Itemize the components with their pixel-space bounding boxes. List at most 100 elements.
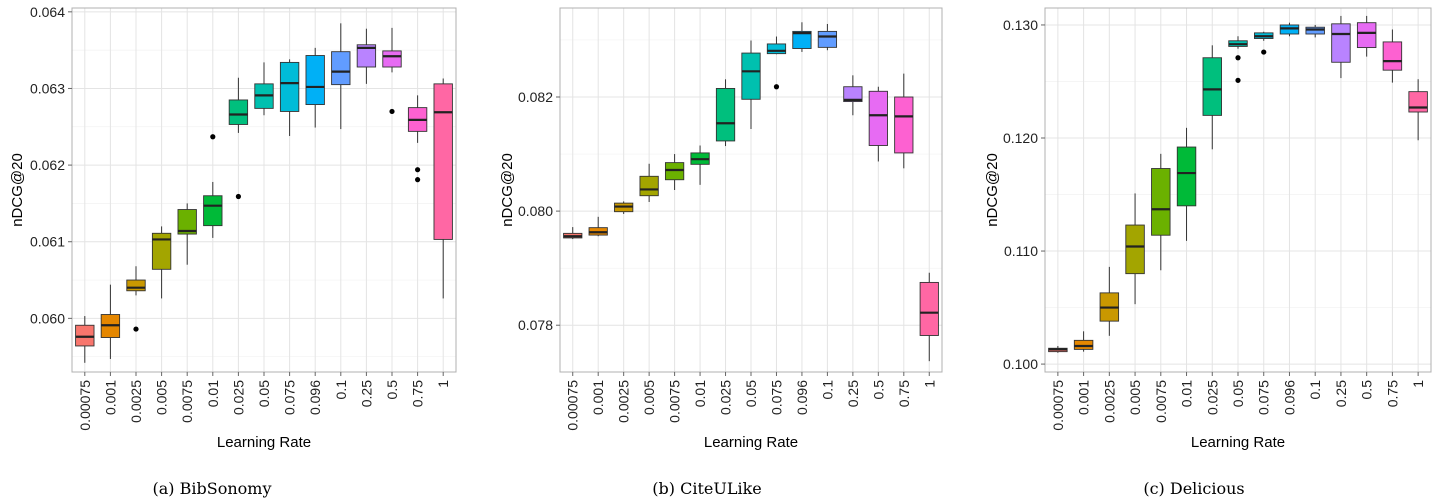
box-0.0075 [177, 203, 197, 265]
x-tick-label: 0.75 [410, 380, 426, 407]
x-tick-label: 0.075 [1256, 380, 1272, 415]
box-0.05 [741, 40, 761, 129]
box-0.0075 [664, 154, 685, 190]
subfigure-caption: (b) CiteULike [652, 479, 761, 498]
x-tick-label: 0.005 [641, 380, 657, 415]
box-body [894, 96, 914, 154]
outlier-point [389, 108, 395, 115]
x-tick-label: 0.1 [1307, 380, 1323, 400]
box-0.1 [1305, 24, 1325, 38]
subfigure-caption: (c) Delicious [1143, 479, 1244, 498]
x-tick-label: 0.0075 [667, 380, 683, 423]
x-tick-label: 1 [435, 380, 451, 388]
box-body [741, 52, 761, 100]
x-tick-label: 0.00075 [565, 380, 581, 431]
box-body [433, 83, 453, 240]
y-tick-label: 0.120 [1003, 130, 1038, 146]
x-tick-label: 0.75 [1384, 380, 1400, 407]
box-body [177, 209, 197, 235]
x-tick-label: 0.075 [282, 380, 298, 415]
box-0.096 [1279, 22, 1300, 37]
box-1 [1408, 79, 1428, 141]
box-body [1202, 57, 1222, 116]
y-tick-label: 0.100 [1003, 356, 1038, 372]
outlier-point [773, 84, 780, 90]
box-0.005 [151, 226, 172, 299]
box-body [75, 324, 95, 347]
box-body [279, 61, 300, 112]
box-body [766, 43, 787, 55]
x-tick-label: 0.00075 [1050, 380, 1066, 431]
box-0.001 [100, 284, 121, 359]
box-body [715, 87, 736, 142]
y-tick-label: 0.078 [518, 317, 553, 333]
box-0.001 [588, 216, 608, 237]
x-tick-label: 0.0025 [616, 380, 632, 423]
box-0.025 [715, 79, 736, 147]
box-0.1 [331, 23, 351, 130]
box-body [382, 50, 402, 68]
box-0.075 [279, 59, 300, 136]
x-tick-label: 0.00075 [77, 380, 93, 431]
box-body [1073, 339, 1094, 350]
x-tick-label: 0.01 [205, 380, 221, 407]
box-body [305, 55, 325, 106]
box-body [1408, 91, 1428, 113]
y-tick-label: 0.110 [1004, 243, 1038, 259]
box-body [1331, 23, 1351, 63]
x-tick-label: 0.5 [1359, 380, 1375, 400]
x-tick-label: 0.001 [1076, 380, 1092, 415]
box-body [817, 30, 838, 48]
box-body [843, 86, 863, 103]
box-body [1305, 26, 1325, 35]
outlier-point [133, 326, 139, 332]
box-1 [433, 78, 453, 299]
y-tick-label: 0.060 [30, 310, 65, 326]
chart-panel-2: 0.078 0.080 0.082 0.00075 0.001 0.0025 0.005 0.… [499, 7, 943, 498]
x-tick-label: 0.0075 [1153, 380, 1169, 423]
x-tick-label: 1 [1410, 380, 1426, 388]
box-body [331, 51, 351, 86]
box-0.096 [305, 47, 325, 128]
box-body [868, 90, 888, 146]
box-0.025 [228, 77, 249, 200]
y-tick-label: 0.061 [30, 234, 65, 250]
box-body [126, 279, 146, 292]
x-axis-title: Learning Rate [1191, 434, 1285, 451]
x-tick-label: 0.25 [845, 380, 861, 407]
box-0.0025 [1099, 266, 1120, 336]
box-0.096 [792, 22, 812, 52]
box-0.1 [817, 23, 838, 51]
box-0.0025 [126, 266, 146, 332]
box-body [228, 99, 249, 125]
y-tick-label: 0.130 [1003, 17, 1038, 33]
y-axis-title: nDCG@20 [984, 153, 1001, 227]
x-tick-label: 0.001 [590, 380, 606, 415]
box-0.01 [690, 145, 710, 185]
box-0.075 [766, 36, 787, 90]
x-tick-label: 0.075 [768, 380, 784, 415]
x-tick-label: 0.05 [743, 380, 759, 407]
box-0.25 [843, 75, 863, 116]
box-0.75 [1382, 29, 1403, 83]
box-body [1176, 146, 1197, 207]
box-0.00075 [1048, 346, 1068, 353]
box-body [203, 195, 223, 227]
box-0.05 [1228, 36, 1248, 83]
box-1 [919, 272, 939, 362]
x-tick-label: 1 [921, 380, 937, 388]
box-0.005 [639, 163, 659, 202]
outlier-point [210, 134, 216, 140]
x-tick-label: 0.0075 [179, 380, 195, 423]
x-tick-label: 0.05 [256, 380, 272, 407]
box-0.75 [407, 95, 428, 183]
box-0.01 [1176, 127, 1197, 241]
x-tick-label: 0.025 [1204, 380, 1220, 415]
box-body [919, 281, 939, 336]
x-tick-label: 0.1 [819, 380, 835, 400]
outlier-point [1235, 77, 1241, 83]
chart-panel-1: 0.060 0.061 0.062 0.063 0.064 0.00075 0.001 0.0… [9, 4, 457, 498]
x-tick-label: 0.05 [1230, 380, 1246, 407]
outlier-point [1235, 55, 1241, 61]
box-0.001 [1073, 331, 1094, 352]
